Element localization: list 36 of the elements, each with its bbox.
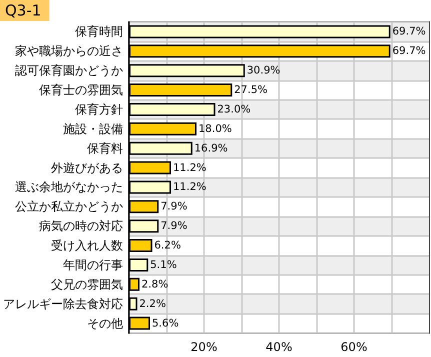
y-tick-label: 施設・設備 <box>63 122 123 136</box>
data-label: 23.0% <box>217 103 251 116</box>
data-label: 69.7% <box>392 45 426 58</box>
data-label: 69.7% <box>392 26 426 38</box>
y-tick-label: 父兄の雰囲気 <box>51 277 123 292</box>
data-label: 2.8% <box>142 278 168 290</box>
y-tick-label: 保育料 <box>87 141 123 156</box>
data-label: 11.2% <box>173 162 206 174</box>
x-tick-label: 20% <box>190 340 218 354</box>
y-tick-label: 選ぶ余地がなかった <box>15 180 123 194</box>
x-tick-label: 60% <box>340 340 368 354</box>
data-label: 5.6% <box>152 317 179 330</box>
y-tick-label: 病気の時の対応 <box>39 219 123 234</box>
y-tick-label: 保育方針 <box>75 102 123 116</box>
data-label: 18.0% <box>198 122 232 135</box>
data-label: 7.9% <box>160 220 188 232</box>
y-tick-label: 年間の行事 <box>63 258 123 272</box>
data-label: 5.1% <box>150 258 177 271</box>
data-label: 11.2% <box>173 181 206 194</box>
y-tick-label: その他 <box>87 316 123 330</box>
y-tick-label: 保育士の雰囲気 <box>39 83 123 98</box>
y-tick-label: 公立か私立かどうか <box>15 200 123 214</box>
chart-title: Q3-1 <box>5 2 42 20</box>
y-tick-label: 外遊びがある <box>51 160 123 175</box>
y-tick-label: 家や職場からの近さ <box>15 44 123 58</box>
x-tick-label: 40% <box>266 340 292 354</box>
data-label: 2.2% <box>139 298 166 310</box>
y-tick-label: 認可保育園かどうか <box>15 64 123 78</box>
data-label: 6.2% <box>154 240 181 252</box>
data-label: 16.9% <box>194 142 228 154</box>
data-label: 7.9% <box>160 200 188 213</box>
y-tick-label: 保育時間 <box>75 24 123 39</box>
y-tick-label: アレルギー除去食対応 <box>3 296 123 311</box>
y-tick-label: 受け入れ人数 <box>51 238 123 253</box>
data-label: 30.9% <box>246 64 280 77</box>
data-label: 27.5% <box>234 84 268 96</box>
